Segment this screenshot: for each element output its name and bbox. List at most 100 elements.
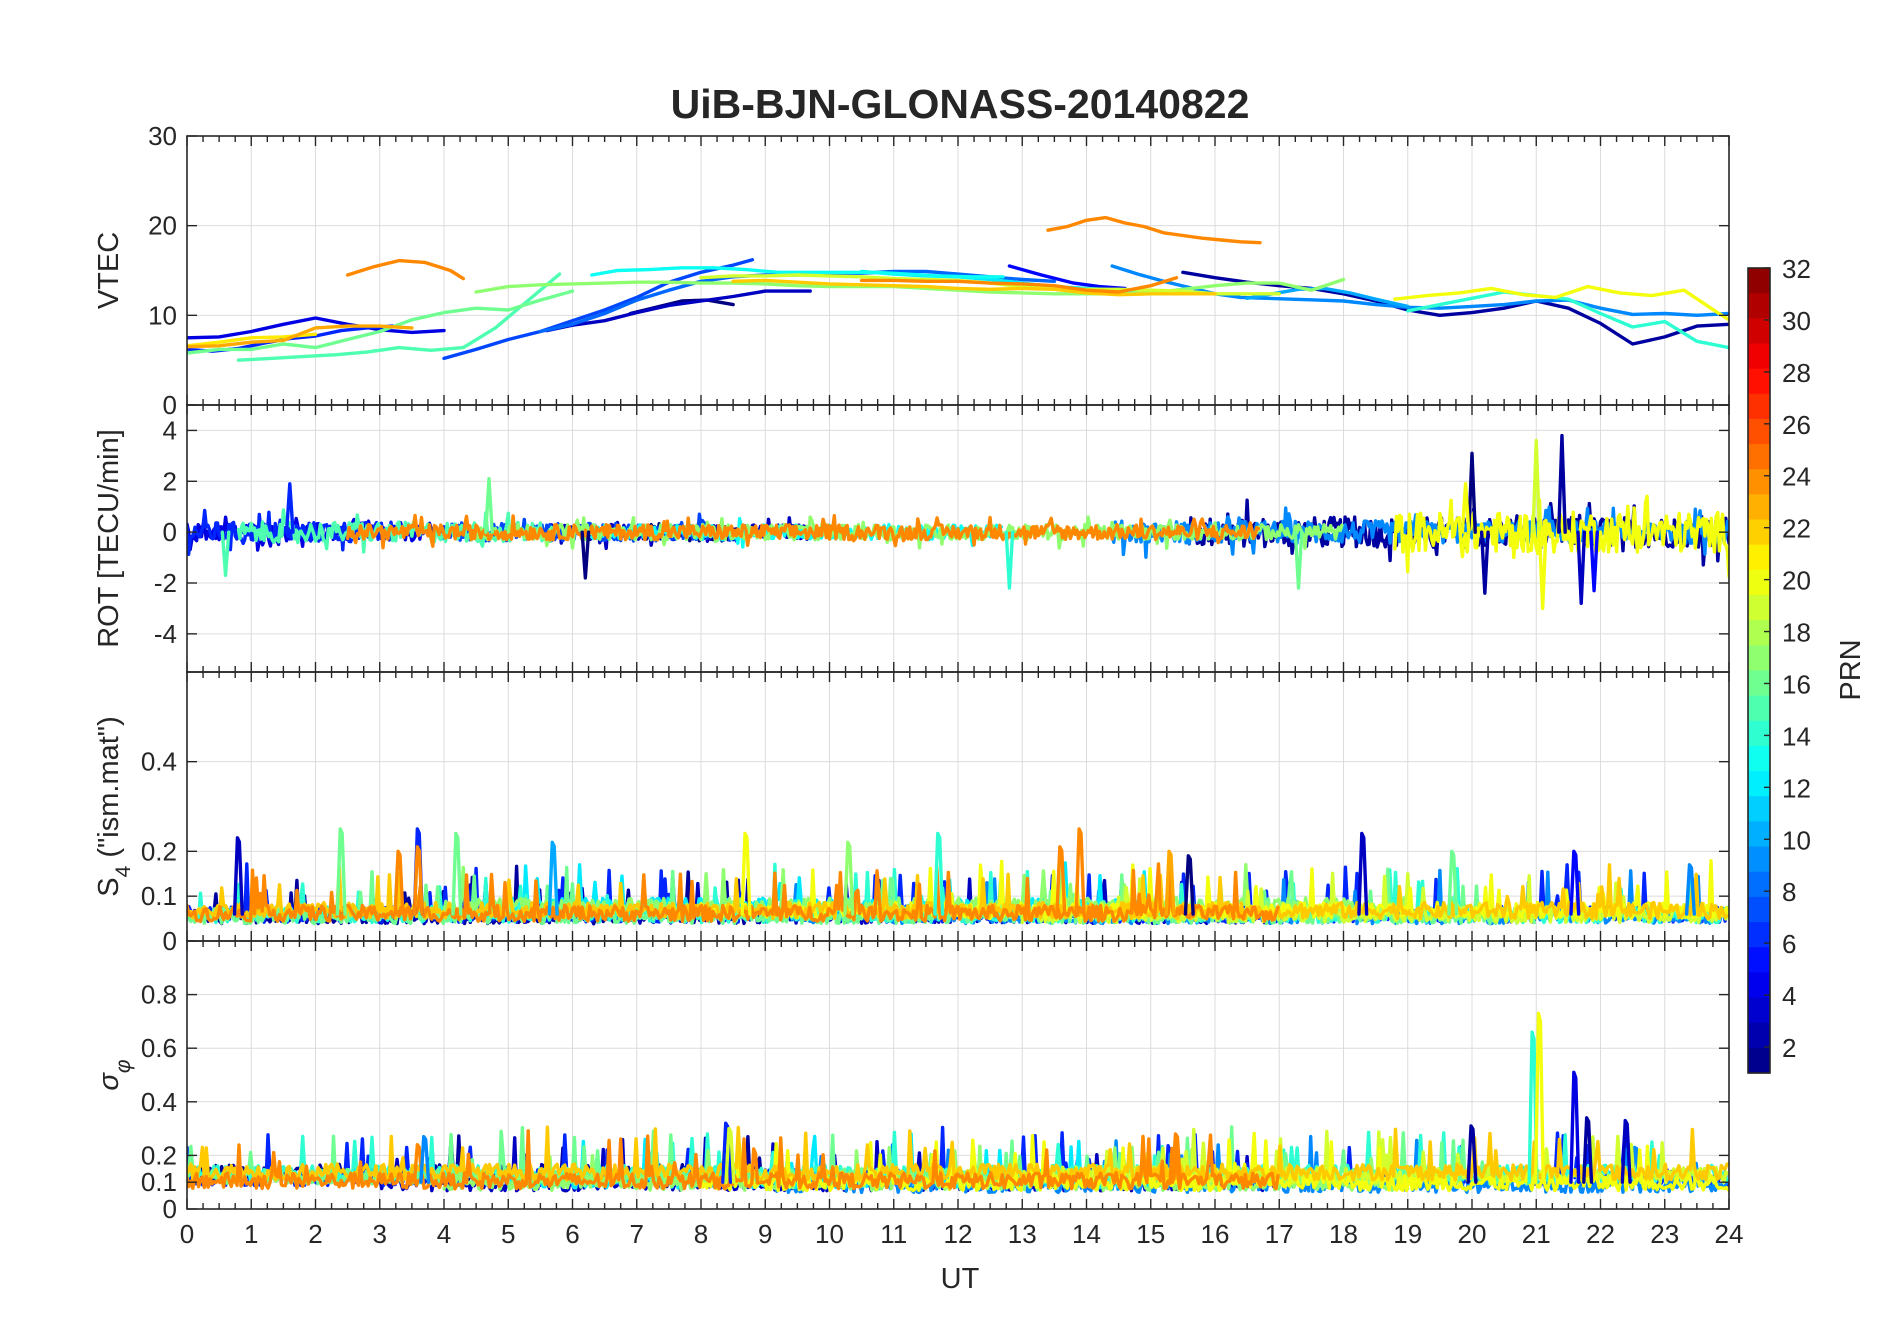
vtec-trace-prn-24 — [1046, 215, 1262, 245]
rot-spike-prn-19 — [1531, 438, 1542, 534]
colorbar-band — [1748, 343, 1770, 370]
traces-rot — [187, 433, 1729, 611]
rot-spike-prn-14 — [1004, 530, 1015, 590]
x-tick-label: 0 — [180, 1219, 194, 1249]
colorbar-tick-label: 16 — [1782, 669, 1811, 699]
y-tick-label: 20 — [148, 211, 177, 241]
colorbar-tick-label: 30 — [1782, 306, 1811, 336]
colorbar-band — [1748, 293, 1770, 319]
colorbar-band — [1748, 972, 1770, 999]
y-tick-label: 0.4 — [141, 1087, 177, 1117]
vtec-trace-prn-14 — [1406, 290, 1729, 350]
colorbar-band — [1748, 771, 1770, 797]
y-tick-label: 0 — [163, 1194, 177, 1224]
sigma_phi-spike-prn-24 — [1170, 1132, 1183, 1184]
x-tick-label: 17 — [1265, 1219, 1294, 1249]
colorbar-band — [1748, 620, 1770, 646]
x-tick-label: 16 — [1201, 1219, 1230, 1249]
s4-spike-prn-1 — [1183, 854, 1195, 916]
sigma_phi-trace-prn-24 — [187, 1129, 1280, 1191]
y-tick-label: 0.4 — [141, 747, 177, 777]
colorbar-tick-label: 24 — [1782, 462, 1811, 492]
y-tick-label: -4 — [154, 619, 177, 649]
vtec-trace-prn-2 — [1181, 270, 1729, 346]
traces-sigma_phi — [187, 1011, 1729, 1195]
vtec-trace-prn-9 — [1110, 264, 1729, 317]
sigma_phi-spike-prn-2 — [1582, 1116, 1594, 1184]
vtec-trace-prn-3 — [545, 289, 812, 333]
rot-spike-prn-16 — [1293, 530, 1304, 590]
y-tick-label: 4 — [163, 415, 177, 445]
colorbar-band — [1748, 494, 1770, 521]
x-tick-label: 2 — [308, 1219, 322, 1249]
sigma_phi-spike-prn-4 — [1569, 1070, 1581, 1184]
grid-vtec — [186, 135, 1730, 406]
x-tick-label: 5 — [501, 1219, 515, 1249]
x-tick-label: 15 — [1136, 1219, 1165, 1249]
rot-spike-prn-1 — [580, 530, 591, 580]
colorbar-tick-label: 28 — [1782, 358, 1811, 388]
vtec-trace-prn-24 — [345, 258, 465, 281]
rot-spike-prn-15 — [220, 530, 231, 578]
colorbar-tick-label: 8 — [1782, 877, 1796, 907]
y-axis-label-rot: ROT [TECU/min] — [93, 429, 125, 648]
s4-spike-prn-16 — [1447, 849, 1459, 916]
ticks-sigma_phi — [186, 941, 1730, 1210]
x-tick-label: 10 — [815, 1219, 844, 1249]
colorbar-tick-label: 26 — [1782, 410, 1811, 440]
colorbar-band — [1748, 922, 1770, 948]
s4-spike-prn-14 — [933, 831, 945, 916]
rot-trace-prn-24 — [345, 513, 1261, 550]
vtec-trace-prn-16 — [187, 289, 575, 355]
y-tick-label: 0.6 — [141, 1033, 177, 1063]
colorbar-band — [1748, 469, 1770, 496]
s4-spike-prn-24 — [393, 849, 405, 916]
y-tick-label: 0.1 — [141, 1167, 177, 1197]
panel-vtec: 0 10 20 30 VTEC — [93, 121, 1730, 420]
colorbar-tick-label: 14 — [1782, 721, 1811, 751]
vtec-trace-prn-5 — [1007, 264, 1127, 291]
colorbar-band — [1748, 997, 1770, 1024]
rot-spike-prn-2 — [1479, 530, 1490, 595]
rot-trace-prn-20 — [1393, 494, 1729, 579]
s4-trace-prn-24 — [187, 862, 1280, 924]
rot-spike-prn-16 — [484, 477, 494, 534]
colorbar-band — [1748, 720, 1770, 747]
s4-spike-prn-9 — [1684, 863, 1697, 916]
x-tick-label: 12 — [944, 1219, 973, 1249]
grid-rot — [186, 405, 1730, 672]
rot-spike-prn-5 — [1589, 530, 1599, 593]
sigma_phi-spike-prn-2 — [1466, 1124, 1478, 1184]
colorbar-band — [1748, 418, 1770, 445]
colorbar-band — [1748, 544, 1770, 571]
y-tick-label: 2 — [163, 466, 177, 496]
panel-rot: -4 -2 0 2 4 ROT [TECU/min] — [93, 404, 1730, 673]
y-tick-label: 0.1 — [141, 881, 177, 911]
colorbar-band — [1748, 896, 1770, 923]
panel-sigma_phi: 00.10.2 0.4 0.6 0.8 σφ — [93, 940, 1730, 1224]
traces-s4 — [187, 827, 1729, 926]
panel-s4: 0 0.1 0.2 0.4S4 ("ism.mat") — [93, 671, 1730, 956]
s4-spike-prn-16 — [335, 827, 347, 916]
rot-spike-prn-2 — [1557, 433, 1567, 534]
s4-spike-prn-16 — [451, 831, 463, 916]
rot-spike-prn-3 — [1576, 530, 1587, 606]
colorbar-tick-label: 12 — [1782, 773, 1811, 803]
x-tick-label: 18 — [1329, 1219, 1358, 1249]
rot-spike-prn-1 — [1467, 451, 1477, 534]
colorbar-band — [1748, 595, 1770, 621]
colorbar-band — [1748, 444, 1770, 470]
sigma_phi-spike-prn-3 — [1620, 1118, 1632, 1184]
vtec-trace-prn-20 — [1393, 284, 1729, 322]
x-tick-label: 14 — [1072, 1219, 1101, 1249]
rot-spike-prn-6 — [284, 482, 295, 534]
y-tick-label: 0.2 — [141, 1140, 177, 1170]
s4-spike-prn-17 — [843, 840, 855, 916]
sigma_phi-spike-prn-19 — [724, 1126, 736, 1184]
colorbar-tick-label: 20 — [1782, 566, 1811, 596]
vtec-trace-prn-15 — [236, 272, 562, 362]
x-tick-label: 22 — [1586, 1219, 1615, 1249]
x-tick-label: 8 — [694, 1219, 708, 1249]
